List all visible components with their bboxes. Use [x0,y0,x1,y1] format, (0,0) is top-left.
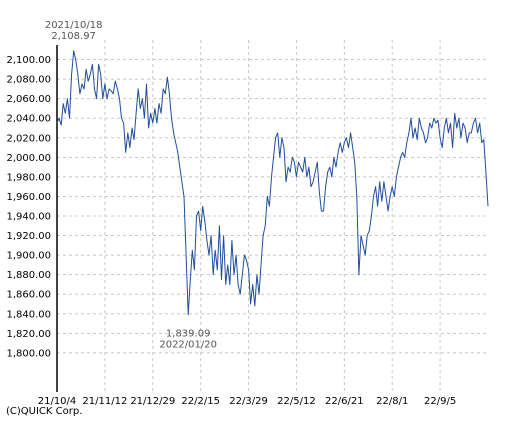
y-tick-label: 2,060.00 [6,94,51,105]
annotation-label: 1,839.09 [166,329,211,340]
x-tick-label: 22/2/15 [181,396,220,407]
y-tick-label: 1,860.00 [6,290,51,301]
x-tick-label: 21/11/12 [82,396,127,407]
x-axis-tick-labels: 21/10/4 21/11/12 21/12/29 22/2/15 22/3/29 22/… [38,396,456,407]
series-line [56,50,489,316]
y-tick-label: 1,920.00 [6,231,51,242]
annotation-label: 2022/01/20 [159,340,217,351]
y-tick-label: 1,960.00 [6,192,51,203]
x-tick-label: 22/9/5 [424,396,456,407]
annotation-label: 2021/10/18 [45,20,103,31]
y-tick-label: 1,880.00 [6,270,51,281]
y-tick-label: 1,800.00 [6,348,51,359]
x-tick-label: 22/8/1 [376,396,408,407]
x-tick-label: 21/10/4 [38,396,77,407]
y-tick-label: 1,820.00 [6,329,51,340]
y-tick-label: 2,000.00 [6,153,51,164]
y-tick-label: 1,900.00 [6,251,51,262]
y-tick-label: 1,980.00 [6,172,51,183]
copyright-credit: (C)QUICK Corp. [6,406,83,417]
y-tick-label: 1,940.00 [6,212,51,223]
y-axis-tick-labels: 1,800.00 1,820.00 1,840.00 1,860.00 1,880.00… [6,55,51,359]
x-tick-label: 22/5/12 [277,396,316,407]
annotation-label: 2,108.97 [51,31,96,42]
x-tick-label: 22/6/21 [325,396,364,407]
y-tick-label: 2,100.00 [6,55,51,66]
y-tick-label: 2,020.00 [6,133,51,144]
x-tick-label: 21/12/29 [130,396,175,407]
y-tick-label: 2,040.00 [6,114,51,125]
series-layer [56,50,489,316]
grid-lines [57,40,488,392]
x-tick-label: 22/3/29 [229,396,268,407]
y-tick-label: 1,840.00 [6,309,51,320]
y-tick-label: 2,080.00 [6,75,51,86]
